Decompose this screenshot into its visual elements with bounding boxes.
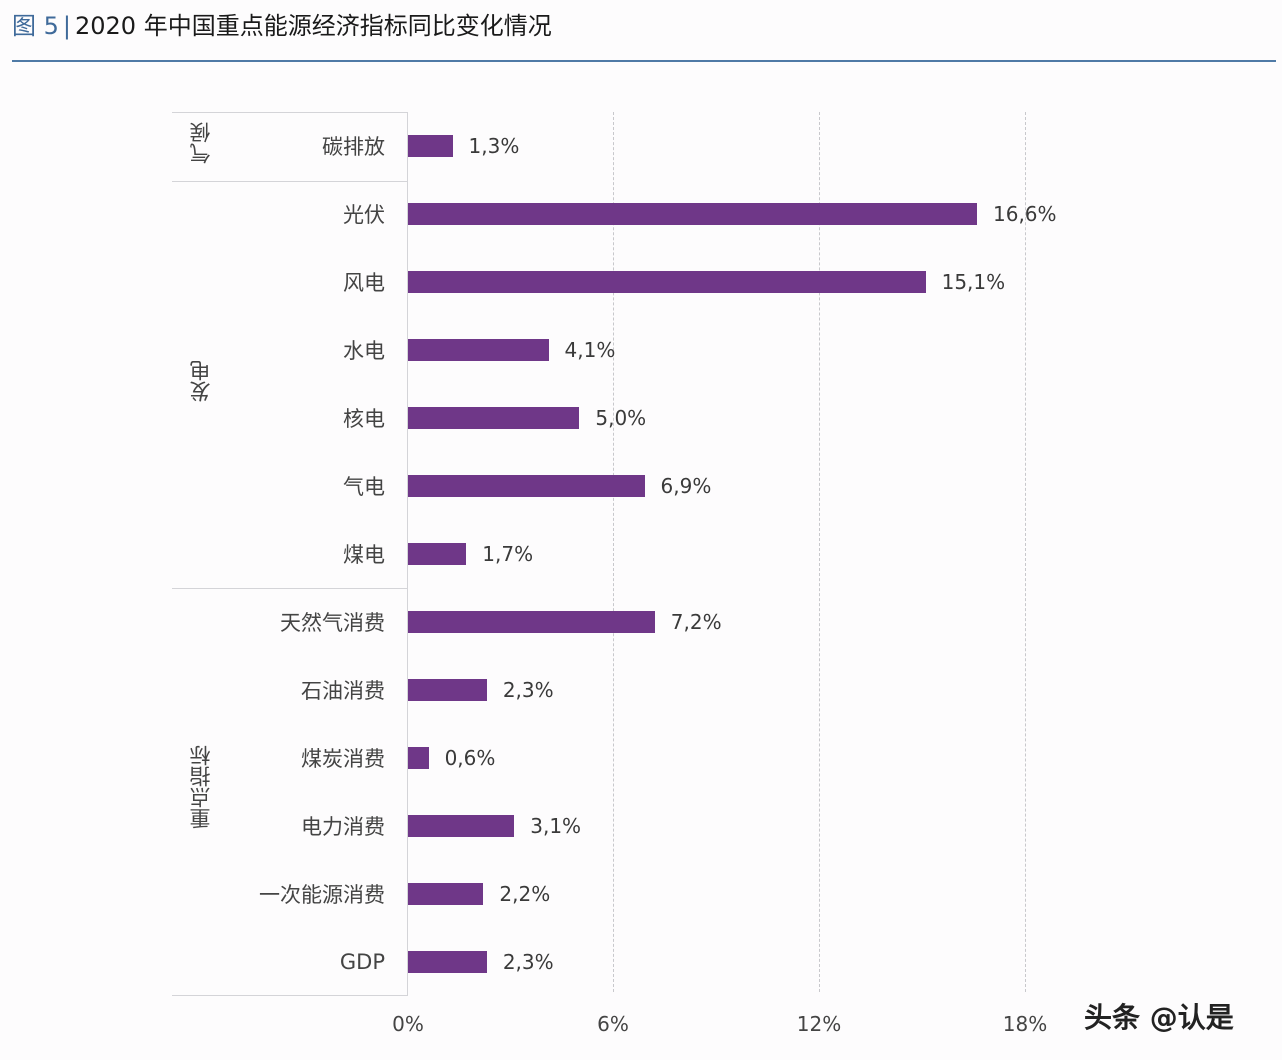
value-label: 2,3% <box>502 678 554 702</box>
value-label: 2,2% <box>499 882 551 906</box>
group-label-power: 发电 <box>189 360 213 402</box>
bar <box>408 815 515 837</box>
category-label: 一次能源消费 <box>259 883 385 907</box>
value-label: 16,6% <box>993 202 1057 226</box>
value-label: 1,7% <box>482 542 534 566</box>
value-label: 4,1% <box>564 338 616 362</box>
y-axis-line <box>407 112 408 996</box>
value-label: 5,0% <box>595 406 647 430</box>
value-label: 2,3% <box>502 950 554 974</box>
x-tick: 0% <box>392 1012 424 1036</box>
bar <box>408 543 467 565</box>
category-label: 碳排放 <box>322 135 385 159</box>
watermark: 头条 @认是 <box>1084 1001 1234 1034</box>
value-label: 1,3% <box>468 134 520 158</box>
category-label: 电力消费 <box>301 815 385 839</box>
value-label: 3,1% <box>530 814 582 838</box>
bar <box>408 203 977 225</box>
x-tick: 12% <box>796 1012 842 1036</box>
value-label: 6,9% <box>660 474 712 498</box>
group-separator <box>172 112 408 113</box>
group-separator <box>172 181 408 182</box>
category-label: 光伏 <box>343 203 385 227</box>
category-label: 石油消费 <box>301 679 385 703</box>
category-label: 风电 <box>343 271 385 295</box>
category-label: 核电 <box>343 407 385 431</box>
group-separator <box>172 588 408 589</box>
title-separator: | <box>62 12 71 40</box>
category-label: 天然气消费 <box>280 611 385 635</box>
gridline-18 <box>1025 112 1026 992</box>
title-rule <box>12 60 1276 62</box>
gridline-6 <box>613 112 614 992</box>
bar <box>408 271 926 293</box>
title-text: 2020 年中国重点能源经济指标同比变化情况 <box>75 12 552 40</box>
group-label-climate: 气候 <box>189 122 213 164</box>
category-label: GDP <box>339 950 385 974</box>
bar <box>408 951 487 973</box>
gridline-12 <box>819 112 820 992</box>
value-label: 0,6% <box>444 746 496 770</box>
category-label: 气电 <box>343 475 385 499</box>
category-label: 煤电 <box>343 543 385 567</box>
figure-label: 图 5 <box>12 12 59 40</box>
bar <box>408 407 580 429</box>
bar <box>408 747 429 769</box>
bar <box>408 611 655 633</box>
x-tick: 18% <box>1002 1012 1048 1036</box>
bar <box>408 135 453 157</box>
value-label: 15,1% <box>941 270 1006 294</box>
value-label: 7,2% <box>670 610 722 634</box>
bar <box>408 339 549 361</box>
bar <box>408 679 487 701</box>
chart-title: 图 5 | 2020 年中国重点能源经济指标同比变化情况 <box>12 6 552 41</box>
bar <box>408 475 645 497</box>
bar <box>408 883 484 905</box>
category-label: 水电 <box>343 339 385 363</box>
category-label: 煤炭消费 <box>301 747 385 771</box>
group-separator <box>172 995 408 996</box>
group-label-key-indicators: 重点指标 <box>189 745 213 829</box>
x-tick: 6% <box>597 1012 629 1036</box>
